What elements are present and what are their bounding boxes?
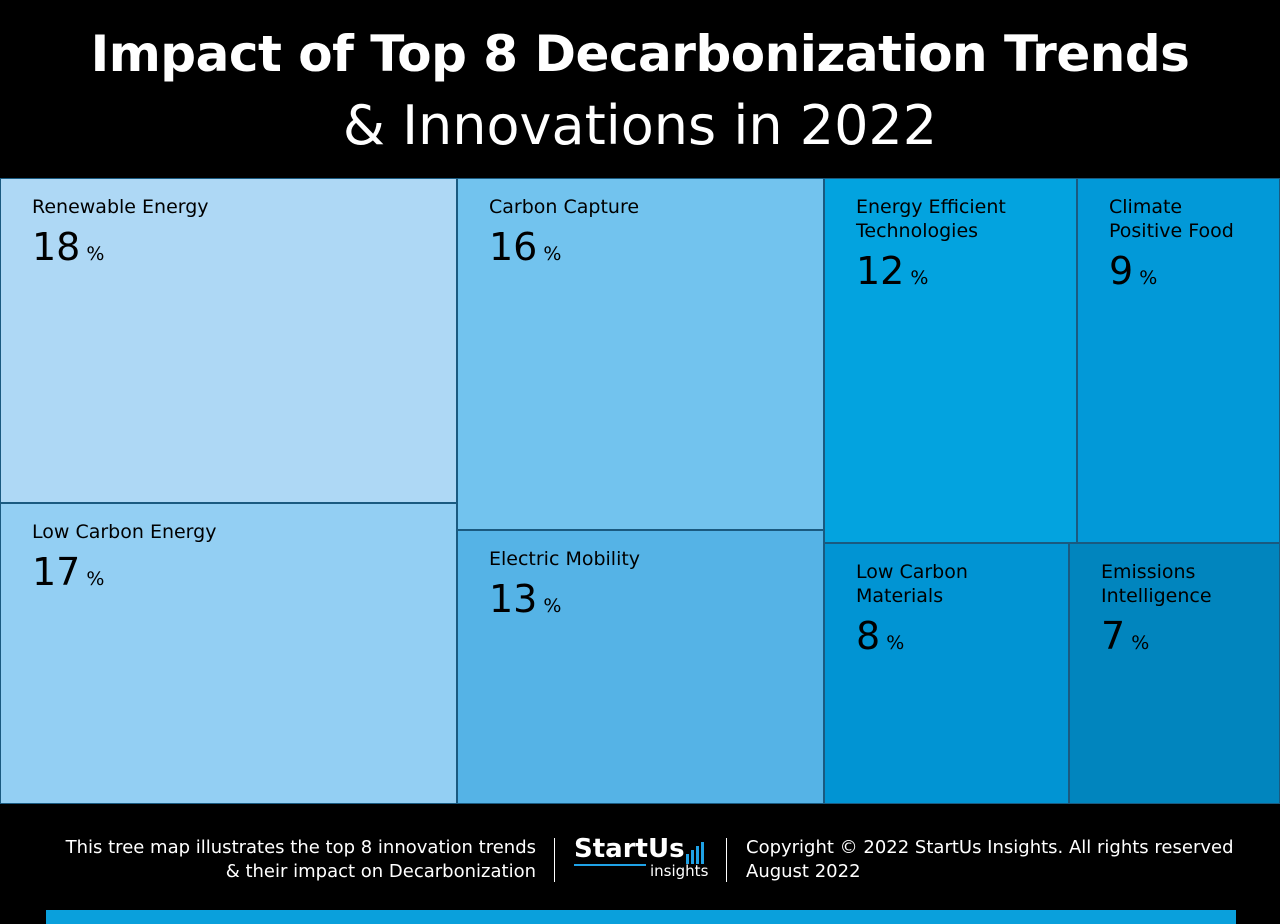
tile-value-unit: % <box>1131 632 1150 654</box>
tile-value-unit: % <box>886 632 905 654</box>
tile-value-unit: % <box>86 568 105 590</box>
tile-label: Climate Positive Food <box>1109 196 1234 242</box>
bottom-bar <box>46 910 1236 924</box>
tile-value-number: 16 <box>489 225 538 269</box>
tile-value-unit: % <box>86 243 105 265</box>
footer-divider-right <box>726 838 727 882</box>
tile-value: 12% <box>856 249 928 300</box>
tile-value: 13% <box>489 577 561 628</box>
chart-title: Impact of Top 8 Decarbonization Trends <box>90 25 1190 83</box>
tile-value: 8% <box>856 614 904 665</box>
chart-subtitle: & Innovations in 2022 <box>342 94 938 157</box>
bars-icon <box>686 842 704 864</box>
tile-value-number: 12 <box>856 249 905 293</box>
tile-low-carbon-materials: Low Carbon Materials 8% <box>824 543 1069 804</box>
copyright-line1: Copyright © 2022 StartUs Insights. All r… <box>746 837 1234 858</box>
tile-label: Low Carbon Energy <box>32 521 217 543</box>
tile-value: 16% <box>489 225 561 276</box>
tile-carbon-capture: Carbon Capture 16% <box>457 178 824 530</box>
copyright: Copyright © 2022 StartUs Insights. All r… <box>746 836 1266 884</box>
tile-label: Electric Mobility <box>489 548 641 570</box>
footer-note-line1: This tree map illustrates the top 8 inno… <box>65 837 536 858</box>
copyright-line2: August 2022 <box>746 861 861 882</box>
tile-value-unit: % <box>1139 267 1158 289</box>
tile-value-number: 9 <box>1109 249 1134 293</box>
tile-value: 18% <box>32 225 104 276</box>
tile-energy-efficient-technologies: Energy Efficient Technologies 12% <box>824 178 1077 543</box>
tile-value: 9% <box>1109 249 1157 300</box>
tile-low-carbon-energy: Low Carbon Energy 17% <box>0 503 457 804</box>
tile-value-number: 18 <box>32 225 81 269</box>
tile-climate-positive-food: Climate Positive Food 9% <box>1077 178 1280 543</box>
tile-label: Low Carbon Materials <box>856 561 968 607</box>
tile-label: Emissions Intelligence <box>1101 561 1212 607</box>
logo-underline <box>574 864 646 866</box>
tile-value: 17% <box>32 550 104 601</box>
tile-value-unit: % <box>543 243 562 265</box>
footer-divider-left <box>554 838 555 882</box>
tile-emissions-intelligence: Emissions Intelligence 7% <box>1069 543 1280 804</box>
treemap: Renewable Energy 18% Low Carbon Energy 17% C… <box>0 178 1280 804</box>
tile-electric-mobility: Electric Mobility 13% <box>457 530 824 804</box>
startus-logo: StartUs insights <box>574 834 714 884</box>
tile-value-unit: % <box>543 595 562 617</box>
tile-renewable-energy: Renewable Energy 18% <box>0 178 457 503</box>
tile-value-number: 8 <box>856 614 881 658</box>
logo-sub-text: insights <box>650 862 709 880</box>
tile-label: Energy Efficient Technologies <box>856 196 1006 242</box>
tile-value-unit: % <box>910 267 929 289</box>
footer-note-line2: & their impact on Decarbonization <box>225 861 536 882</box>
footer-note: This tree map illustrates the top 8 inno… <box>16 836 536 884</box>
tile-value: 7% <box>1101 614 1149 665</box>
logo-main-text: StartUs <box>574 834 685 864</box>
tile-label: Renewable Energy <box>32 196 209 218</box>
tile-label: Carbon Capture <box>489 196 640 218</box>
header: Impact of Top 8 Decarbonization Trends &… <box>0 0 1280 178</box>
tile-value-number: 13 <box>489 577 538 621</box>
tile-value-number: 7 <box>1101 614 1126 658</box>
footer: This tree map illustrates the top 8 inno… <box>0 804 1280 924</box>
tile-value-number: 17 <box>32 550 81 594</box>
